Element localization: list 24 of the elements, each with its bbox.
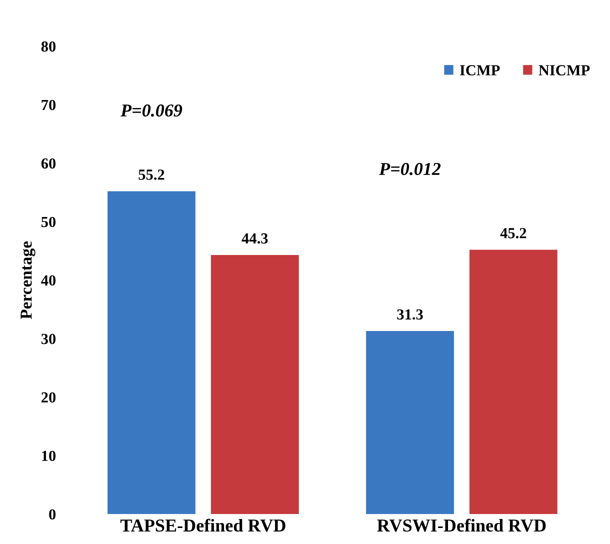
legend-label: ICMP xyxy=(460,65,500,76)
bar xyxy=(210,255,299,514)
annotation: P=0.012 xyxy=(379,162,441,176)
legend-label: NICMP xyxy=(538,65,590,76)
x-tick-label: RVSWI-Defined RVD xyxy=(377,518,546,532)
y-tick-label: 80 xyxy=(41,41,56,52)
data-label: 55.2 xyxy=(138,170,164,180)
annotation: P=0.069 xyxy=(120,104,182,117)
y-tick-label: 50 xyxy=(41,216,56,228)
bar xyxy=(366,331,454,514)
bar xyxy=(469,250,558,514)
y-tick-label: 40 xyxy=(41,275,56,286)
y-tick-label: 20 xyxy=(42,392,56,403)
bar xyxy=(108,191,196,514)
y-tick-label: 30 xyxy=(41,334,56,344)
data-label: 44.3 xyxy=(242,233,268,244)
y-tick-label: 70 xyxy=(42,100,56,110)
data-label: 45.2 xyxy=(500,228,526,238)
data-label: 31.3 xyxy=(397,309,423,320)
y-axis-title: Percentage xyxy=(20,241,36,320)
y-tick-label: 0 xyxy=(49,509,56,520)
x-tick-label: TAPSE-Defined RVD xyxy=(120,518,286,532)
y-tick-label: 10 xyxy=(42,450,56,462)
y-tick-label: 60 xyxy=(41,158,56,169)
